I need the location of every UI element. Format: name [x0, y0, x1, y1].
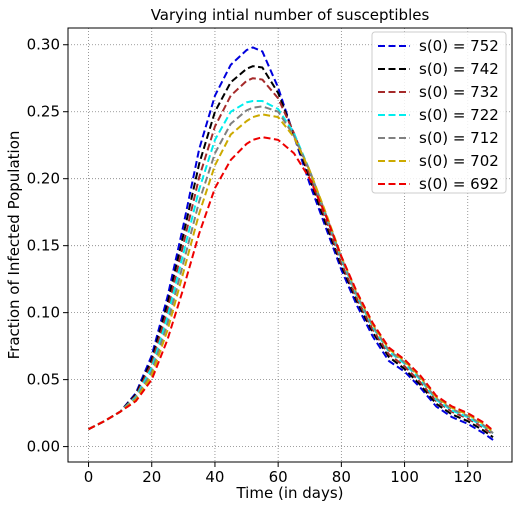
- x-tick-label: 120: [453, 468, 482, 486]
- legend-label-1: s(0) = 742: [419, 60, 499, 78]
- series-line-6: [88, 136, 494, 432]
- x-tick-label: 20: [142, 468, 161, 486]
- y-axis-label: Fraction of Infected Population: [5, 131, 23, 360]
- series-lines: [88, 46, 494, 441]
- grid-lines: [68, 28, 512, 462]
- y-tick-label: 0.00: [27, 438, 60, 456]
- chart-title: Varying intial number of susceptibles: [151, 6, 430, 24]
- y-tick-label: 0.25: [27, 103, 60, 121]
- x-tick-label: 60: [269, 468, 288, 486]
- legend: s(0) = 752 s(0) = 742 s(0) = 732 s(0) = 722…: [371, 31, 507, 194]
- x-axis-ticks: 0 20 40 60 80 100 120: [84, 462, 482, 486]
- y-tick-label: 0.15: [27, 237, 60, 255]
- x-tick-label: 80: [332, 468, 351, 486]
- legend-items: s(0) = 752 s(0) = 742 s(0) = 732 s(0) = 722…: [378, 37, 499, 193]
- y-axis-ticks: 0.00 0.05 0.10 0.15 0.20 0.25 0.30: [27, 36, 68, 456]
- x-tick-label: 0: [84, 468, 94, 486]
- legend-label-4: s(0) = 712: [419, 129, 499, 147]
- legend-label-3: s(0) = 722: [419, 106, 499, 124]
- y-tick-label: 0.20: [27, 170, 60, 188]
- y-tick-label: 0.10: [27, 304, 60, 322]
- y-tick-label: 0.30: [27, 36, 60, 54]
- series-line-3: [88, 100, 494, 435]
- series-line-2: [88, 77, 494, 436]
- legend-box: [371, 31, 507, 194]
- y-tick-label: 0.05: [27, 371, 60, 389]
- legend-label-2: s(0) = 732: [419, 83, 499, 101]
- legend-label-0: s(0) = 752: [419, 37, 499, 55]
- x-tick-label: 40: [205, 468, 224, 486]
- legend-label-6: s(0) = 692: [419, 175, 499, 193]
- x-tick-label: 100: [390, 468, 419, 486]
- x-axis-label: Time (in days): [235, 484, 343, 502]
- legend-label-5: s(0) = 702: [419, 152, 499, 170]
- plot-area-frame: [67, 27, 513, 463]
